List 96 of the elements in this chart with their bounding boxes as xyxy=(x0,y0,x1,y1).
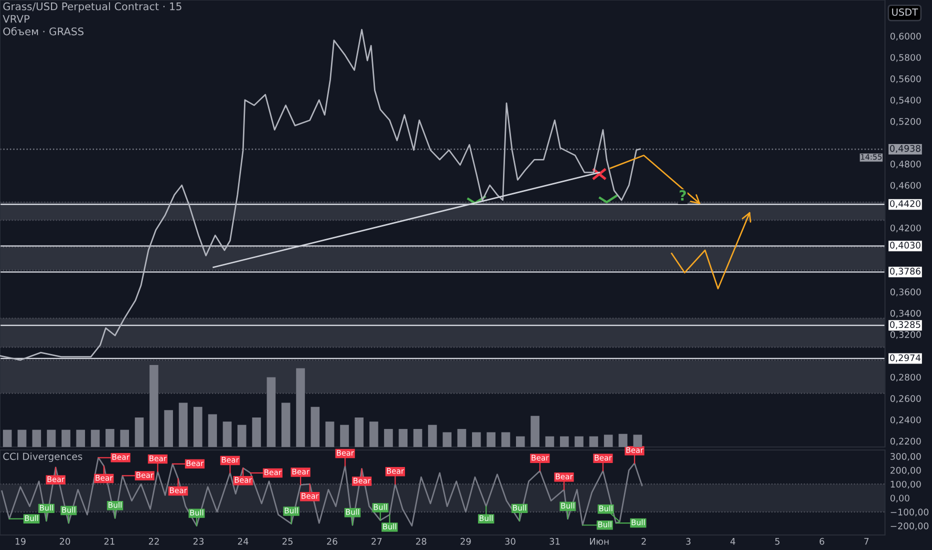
y-tick-label: 0,5400 xyxy=(890,96,921,104)
x-tick-label: 29 xyxy=(460,538,471,545)
x-tick-label: 20 xyxy=(60,538,70,545)
y-tick-label: 0,3200 xyxy=(890,331,921,339)
bar xyxy=(120,430,129,447)
bar xyxy=(296,368,305,447)
x-tick-label: 22 xyxy=(148,538,159,545)
bar xyxy=(516,436,525,447)
y-tick-label: 0,4200 xyxy=(890,224,921,232)
bar xyxy=(32,430,42,447)
chart-title: CCI Divergences xyxy=(3,452,82,462)
bar xyxy=(252,417,261,447)
ref-line-label: 0,4030 xyxy=(890,242,920,250)
text: USDT xyxy=(892,8,918,16)
y-tick-label: 0,2200 xyxy=(890,438,921,446)
x-tick-label: Июн xyxy=(590,538,609,545)
bar xyxy=(560,436,569,447)
x-tick-label: 30 xyxy=(505,538,516,545)
bar xyxy=(266,377,276,447)
bar xyxy=(486,432,496,447)
bar xyxy=(428,424,437,447)
bar xyxy=(340,424,349,447)
y-tick-label: 200,00 xyxy=(890,466,921,475)
x-tick-label: 3 xyxy=(686,538,690,545)
ref-line-label: 0,4420 xyxy=(890,200,920,208)
y-tick-label: 0,4600 xyxy=(890,182,921,190)
bar xyxy=(384,428,393,447)
bar xyxy=(413,428,422,447)
bar xyxy=(457,428,466,447)
y-tick-label: 0,2800 xyxy=(890,374,921,382)
bar xyxy=(90,430,100,447)
bar xyxy=(325,422,334,447)
y-tick-label: 0,5600 xyxy=(890,75,921,84)
annotation: Объем · GRASS xyxy=(3,27,84,36)
x-tick-label: 19 xyxy=(16,538,26,545)
bar xyxy=(237,424,246,447)
x-tick-label: 31 xyxy=(550,538,560,545)
x-tick-label: 26 xyxy=(327,538,338,545)
y-tick-label: 0,3400 xyxy=(890,310,921,318)
y-tick-label: 0,6000 xyxy=(890,32,921,41)
y-tick-label: 0,5200 xyxy=(890,118,921,126)
bar xyxy=(150,365,158,447)
y-tick-label: 0,00 xyxy=(890,494,910,502)
bar xyxy=(18,430,26,447)
y-tick-label: 0,2400 xyxy=(890,416,921,424)
bar xyxy=(178,402,188,447)
annotation: ? xyxy=(680,190,686,200)
y-tick-label: 0,3600 xyxy=(890,288,921,296)
bar xyxy=(208,414,217,447)
ref-line-label: 0,4938 xyxy=(890,145,920,153)
annotation: VRVP xyxy=(2,15,30,23)
bar xyxy=(472,432,481,447)
bar xyxy=(164,410,173,447)
y-tick-label: 0,5800 xyxy=(890,54,921,62)
bar xyxy=(310,406,320,447)
bar xyxy=(530,416,540,447)
bar xyxy=(222,422,232,447)
bar xyxy=(589,436,598,447)
x-tick-label: 4 xyxy=(730,538,736,545)
bar xyxy=(46,430,56,447)
x-tick-label: 25 xyxy=(282,538,293,545)
chart-title: Grass/USD Perpetual Contract · 15 xyxy=(3,2,182,12)
bar xyxy=(369,422,378,447)
x-tick-label: 5 xyxy=(775,538,780,545)
y-tick-label: 300,00 xyxy=(890,452,921,461)
y-tick-label: −200,00 xyxy=(890,522,928,530)
ref-line-label: 0,3786 xyxy=(890,268,920,276)
bar xyxy=(62,430,70,447)
y-tick-label: −100,00 xyxy=(890,508,928,516)
bar xyxy=(134,417,144,447)
bar xyxy=(106,428,114,447)
bar xyxy=(194,406,202,447)
bar xyxy=(604,434,613,447)
ref-line-label: 0,3285 xyxy=(890,321,920,329)
x-tick-label: 27 xyxy=(372,538,382,545)
x-tick-label: 7 xyxy=(864,538,869,545)
x-tick-label: 2 xyxy=(642,538,646,545)
bar xyxy=(354,417,364,447)
bar xyxy=(574,436,584,447)
ref-line-label: 0,2974 xyxy=(890,354,921,362)
bar xyxy=(442,432,452,447)
bar xyxy=(2,430,12,447)
y-tick-label: 0,2600 xyxy=(890,395,921,403)
y-tick-label: 100,00 xyxy=(890,480,921,489)
x-tick-label: 28 xyxy=(416,538,426,545)
bar xyxy=(618,434,628,447)
bar xyxy=(501,432,510,447)
y-tick-label: 0,4800 xyxy=(890,160,921,168)
bar xyxy=(76,430,86,447)
x-tick-label: 24 xyxy=(238,538,248,545)
x-tick-label: 6 xyxy=(820,538,824,545)
bar xyxy=(398,428,408,447)
x-tick-label: 21 xyxy=(104,538,114,545)
bar xyxy=(545,436,554,447)
x-tick-label: 23 xyxy=(193,538,204,545)
bar xyxy=(281,402,290,447)
